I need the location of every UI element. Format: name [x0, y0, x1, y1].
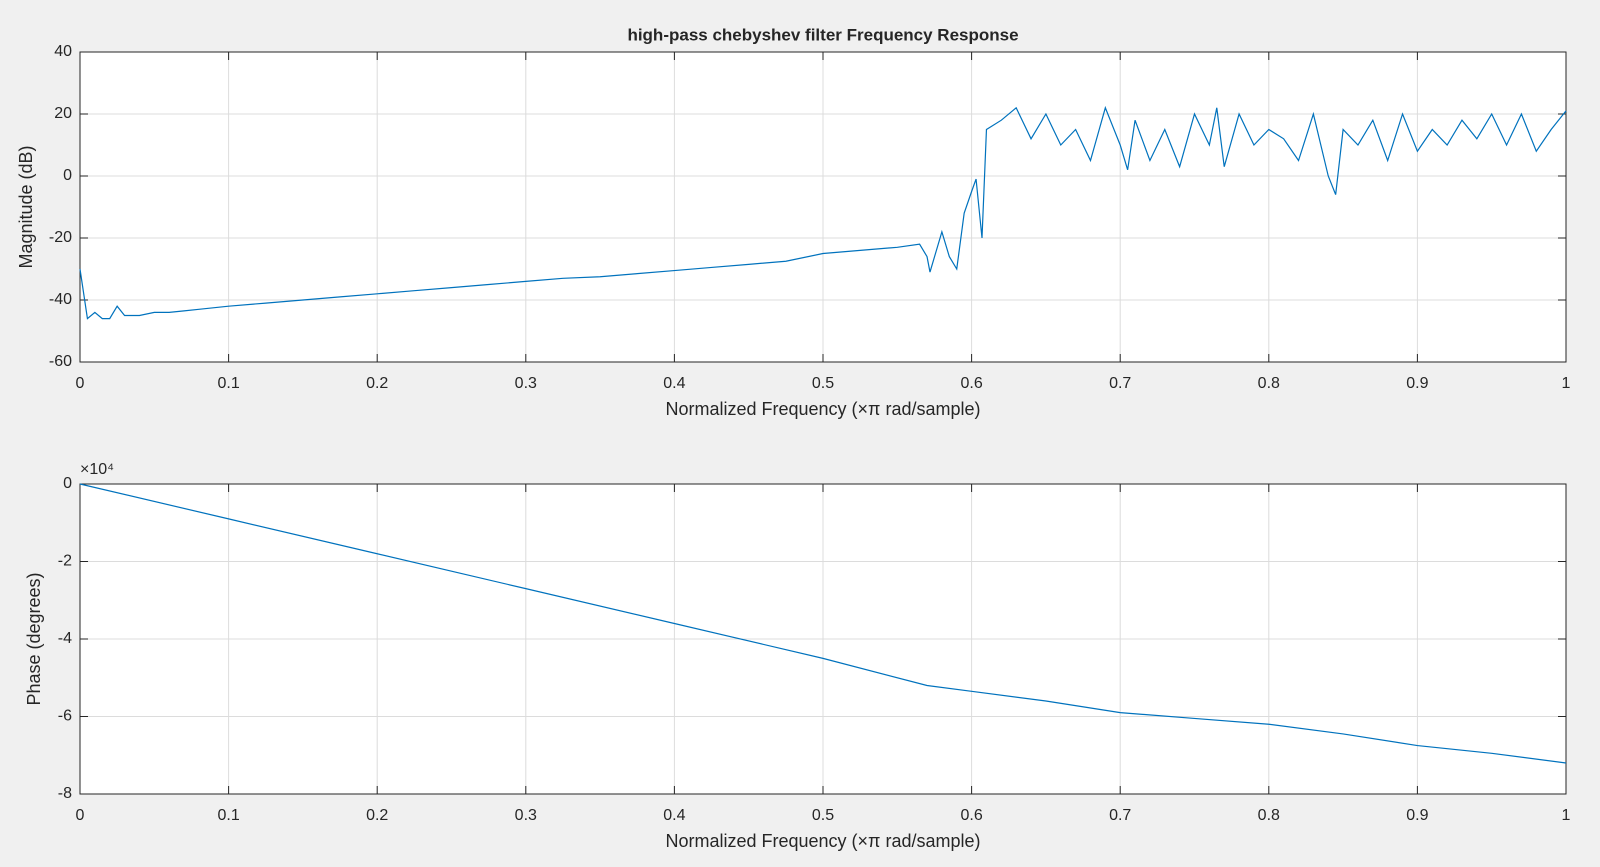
y-tick-label: -20: [49, 229, 72, 246]
data-line: [79, 483, 1567, 764]
x-tick-label: 0.3: [515, 375, 537, 392]
y-tick-label: -8: [58, 785, 72, 802]
y-tick-label: 20: [54, 105, 72, 122]
x-tick-label: 0.1: [217, 807, 239, 824]
x-tick-label: 0.9: [1406, 375, 1428, 392]
x-tick-label: 0.7: [1109, 807, 1131, 824]
y-tick-label: 40: [54, 43, 72, 60]
y-axis-label: Magnitude (dB): [16, 145, 36, 268]
x-tick-label: 0.5: [812, 375, 834, 392]
x-tick-label: 1: [1562, 807, 1571, 824]
y-tick-label: 0: [63, 167, 72, 184]
y-tick-label: -40: [49, 291, 72, 308]
x-tick-label: 0.7: [1109, 375, 1131, 392]
x-tick-label: 0.4: [663, 375, 685, 392]
x-tick-label: 0.1: [217, 375, 239, 392]
x-axis-label: Normalized Frequency (×π rad/sample): [665, 831, 980, 851]
y-tick-label: 0: [63, 475, 72, 492]
y-tick-label: -2: [58, 553, 72, 570]
x-tick-label: 0.8: [1258, 807, 1280, 824]
x-tick-label: 0.4: [663, 807, 685, 824]
y-tick-label: -4: [58, 630, 72, 647]
x-tick-label: 0.2: [366, 375, 388, 392]
data-line: [79, 105, 1567, 320]
chart-title: high-pass chebyshev filter Frequency Res…: [627, 25, 1018, 44]
y-axis-label: Phase (degrees): [24, 572, 44, 705]
x-tick-label: 0.5: [812, 807, 834, 824]
x-tick-label: 0.3: [515, 807, 537, 824]
axes-box: [79, 51, 1567, 363]
y-tick-label: -60: [49, 353, 72, 370]
x-axis-label: Normalized Frequency (×π rad/sample): [665, 399, 980, 419]
y-scale-label: ×10⁴: [80, 461, 114, 478]
x-tick-label: 0: [76, 807, 85, 824]
x-tick-label: 1: [1562, 375, 1571, 392]
x-tick-label: 0.8: [1258, 375, 1280, 392]
x-tick-label: 0.6: [960, 807, 982, 824]
x-tick-label: 0.2: [366, 807, 388, 824]
x-tick-label: 0: [76, 375, 85, 392]
axes-box: [79, 483, 1567, 795]
x-tick-label: 0.9: [1406, 807, 1428, 824]
y-tick-label: -6: [58, 708, 72, 725]
x-tick-label: 0.6: [960, 375, 982, 392]
